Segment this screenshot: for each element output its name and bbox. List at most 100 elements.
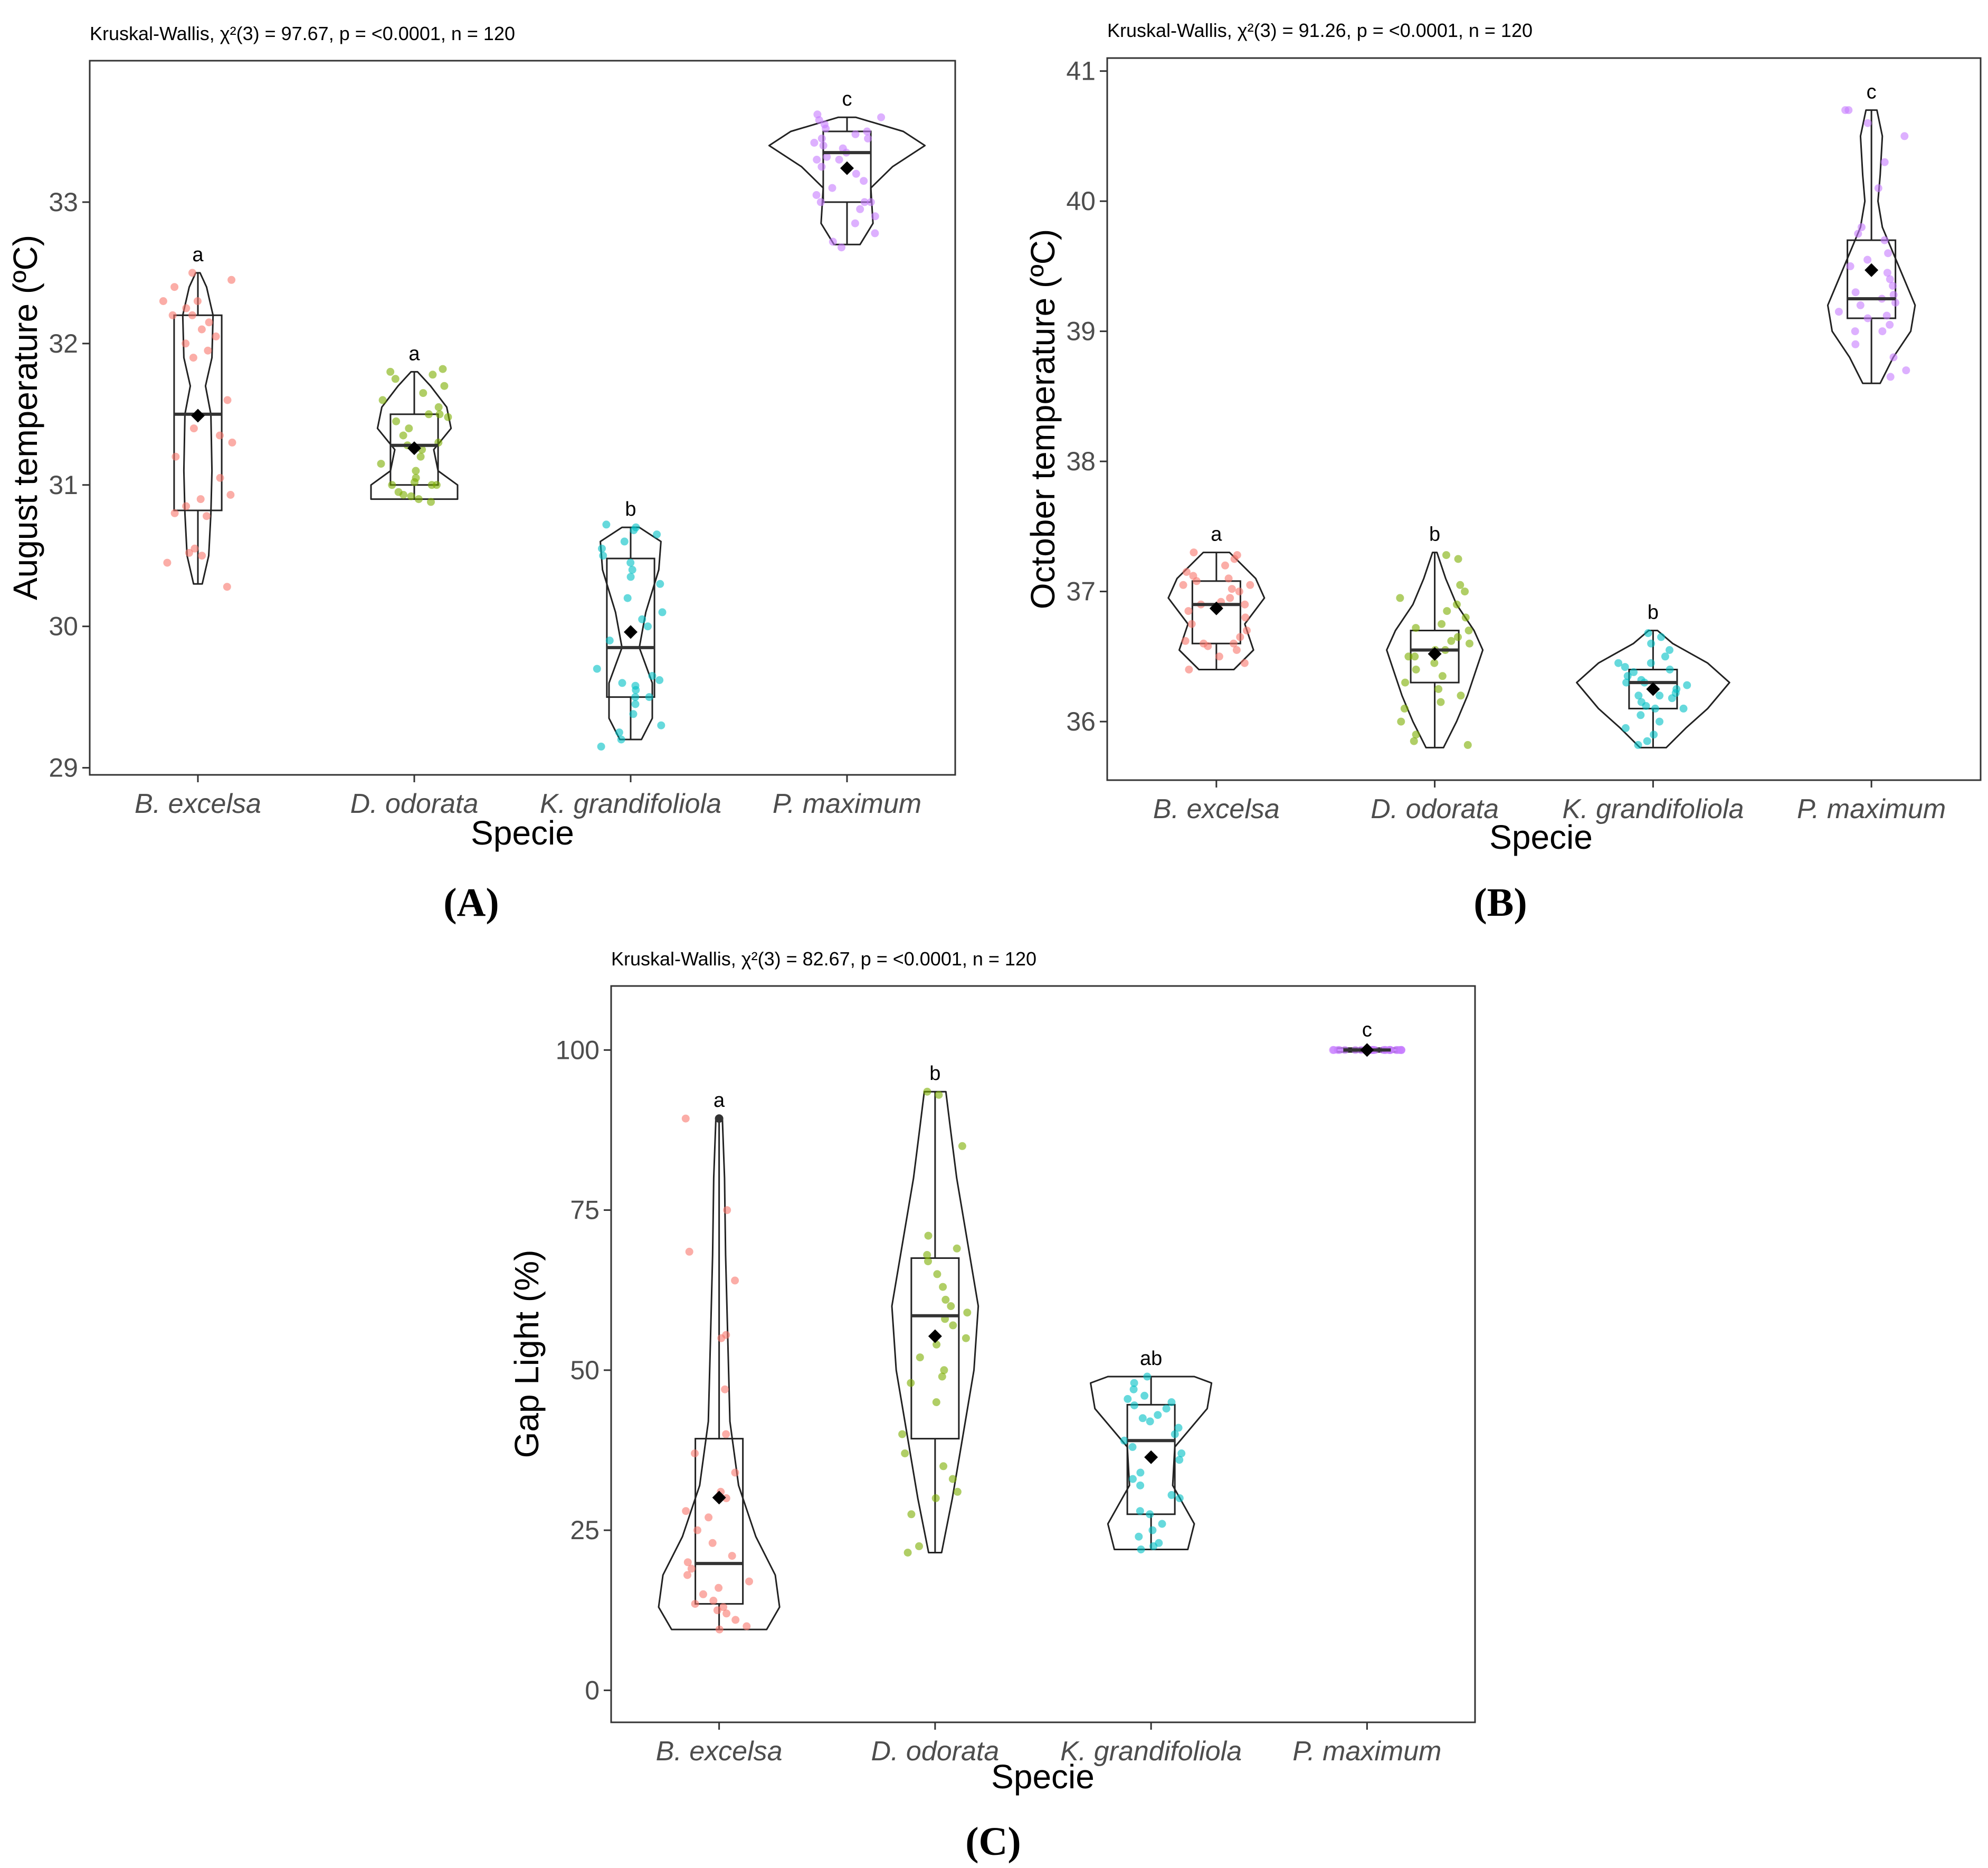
panel-c-letter-d-odorata: b bbox=[929, 1063, 940, 1085]
panel-a-mean-k-grandifoliola bbox=[624, 625, 638, 639]
panel-b-point-k-grandifoliola bbox=[1621, 663, 1629, 671]
panel-b-group-b-excelsa: a bbox=[1167, 524, 1266, 674]
panel-a-point-p-maximum bbox=[838, 243, 845, 252]
panel-c-point-b-excelsa bbox=[685, 1247, 693, 1256]
panel-a-point-k-grandifoliola bbox=[626, 558, 635, 567]
panel-c-group-d-odorata: b bbox=[891, 1063, 979, 1557]
panel-b-point-k-grandifoliola bbox=[1650, 731, 1658, 739]
panel-a-ticks: 29 30 31 32 33 bbox=[49, 187, 90, 783]
panel-c-group-b-excelsa: a bbox=[658, 1089, 781, 1634]
panel-c-point-d-odorata bbox=[923, 1251, 931, 1259]
panel-a-point-b-excelsa bbox=[193, 297, 202, 305]
panel-c-y-tick-label: 50 bbox=[570, 1355, 600, 1385]
panel-a-point-k-grandifoliola bbox=[598, 544, 606, 553]
panel-c-point-d-odorata bbox=[915, 1542, 923, 1550]
panel-a-point-d-odorata bbox=[377, 460, 385, 468]
panel-b-point-d-odorata bbox=[1401, 678, 1410, 687]
panel-b-point-b-excelsa bbox=[1221, 561, 1229, 570]
panel-a-point-b-excelsa bbox=[205, 318, 213, 327]
panel-c-point-k-grandifoliola bbox=[1124, 1395, 1132, 1403]
panel-a-point-k-grandifoliola bbox=[599, 552, 607, 560]
panel-b-point-b-excelsa bbox=[1187, 620, 1196, 628]
panel-c-point-b-excelsa bbox=[731, 1468, 739, 1477]
panel-c-point-b-excelsa bbox=[723, 1206, 731, 1215]
panel-c-group-p-maximum: c bbox=[1329, 1019, 1406, 1057]
panel-a-point-d-odorata bbox=[427, 498, 435, 506]
panel-c-point-p-maximum bbox=[1334, 1046, 1342, 1054]
panel-c-box-b-excelsa bbox=[695, 1438, 744, 1605]
panel-a-point-b-excelsa bbox=[228, 438, 236, 447]
panel-b-letter-k-grandifoliola: b bbox=[1648, 602, 1659, 624]
panel-c-point-d-odorata bbox=[947, 1302, 955, 1310]
panel-c-point-b-excelsa bbox=[691, 1449, 699, 1457]
panel-b-point-d-odorata bbox=[1434, 685, 1443, 693]
panel-a-point-p-maximum bbox=[851, 219, 859, 227]
panel-b-point-d-odorata bbox=[1464, 627, 1473, 634]
panel-a-point-b-excelsa bbox=[204, 346, 212, 355]
panel-a-point-p-maximum bbox=[852, 169, 860, 178]
panel-b-point-p-maximum bbox=[1846, 262, 1854, 270]
panel-c-x-tick-label-k-grandifoliola: K. grandifoliola bbox=[1060, 1736, 1242, 1767]
panel-a-point-k-grandifoliola bbox=[631, 681, 640, 690]
panel-b-point-d-odorata bbox=[1400, 704, 1409, 713]
panel-b-point-b-excelsa bbox=[1190, 548, 1198, 557]
panel-a-x-axis-title: Specie bbox=[471, 814, 574, 852]
panel-c-point-b-excelsa bbox=[722, 1331, 730, 1339]
panel-b-point-b-excelsa bbox=[1184, 607, 1193, 615]
panel-c-point-b-excelsa bbox=[693, 1526, 701, 1534]
panel-c-point-b-excelsa bbox=[715, 1625, 724, 1634]
panel-a-point-b-excelsa bbox=[170, 509, 179, 517]
panel-a-point-b-excelsa bbox=[227, 276, 236, 284]
panel-a-point-p-maximum bbox=[851, 130, 860, 138]
panel-c-point-d-odorata bbox=[953, 1487, 962, 1496]
panel-a-point-d-odorata bbox=[386, 367, 395, 376]
panel-a-point-b-excelsa bbox=[170, 283, 179, 291]
panel-b-point-k-grandifoliola bbox=[1666, 666, 1674, 674]
panel-c-point-k-grandifoliola bbox=[1162, 1405, 1171, 1413]
panel-c-point-k-grandifoliola bbox=[1135, 1532, 1143, 1541]
panel-a-point-b-excelsa bbox=[168, 311, 177, 319]
panel-c-point-b-excelsa bbox=[683, 1571, 691, 1579]
panel-a-point-k-grandifoliola bbox=[620, 537, 629, 546]
panel-a-point-k-grandifoliola bbox=[630, 526, 638, 534]
panel-c-point-k-grandifoliola bbox=[1177, 1449, 1186, 1457]
panel-c-point-d-odorata bbox=[903, 1549, 912, 1557]
panel-c-label: (C) bbox=[965, 1819, 1021, 1864]
panel-a-point-p-maximum bbox=[856, 205, 864, 213]
panel-b-point-d-odorata bbox=[1457, 691, 1465, 700]
panel-b-violin-p-maximum bbox=[1827, 109, 1916, 384]
panel-b-point-b-excelsa bbox=[1182, 568, 1191, 576]
panel-b-violin-d-odorata bbox=[1386, 552, 1484, 748]
panel-a-x-tick-label-d-odorata: D. odorata bbox=[350, 789, 479, 819]
panel-c-point-d-odorata bbox=[963, 1308, 972, 1317]
panel-c-point-b-excelsa bbox=[708, 1539, 717, 1547]
panel-a-point-b-excelsa bbox=[185, 548, 193, 557]
panel-a-label: (A) bbox=[443, 880, 499, 925]
panel-a-point-d-odorata bbox=[388, 481, 396, 489]
panel-c-point-d-odorata bbox=[924, 1257, 932, 1266]
panel-c-x-tick-labels: B. excelsa D. odorata K. grandifoliola P. m… bbox=[656, 1722, 1441, 1767]
panel-b-point-b-excelsa bbox=[1236, 633, 1244, 641]
panel-a-point-p-maximum bbox=[864, 134, 872, 143]
panel-a-point-b-excelsa bbox=[198, 552, 206, 560]
panel-c-y-axis-title: Gap Light (%) bbox=[508, 1250, 546, 1458]
panel-b-y-axis-title: October temperature (ºC) bbox=[1024, 229, 1062, 610]
panel-a-point-d-odorata bbox=[439, 365, 447, 373]
panel-c-point-b-excelsa bbox=[743, 1622, 751, 1630]
panel-a-point-p-maximum bbox=[828, 184, 836, 192]
panel-b-point-k-grandifoliola bbox=[1637, 711, 1645, 719]
panel-a-point-b-excelsa bbox=[196, 495, 205, 504]
panel-a-point-k-grandifoliola bbox=[623, 594, 632, 602]
panel-c-point-d-odorata bbox=[923, 1087, 931, 1096]
panel-a-point-d-odorata bbox=[412, 473, 420, 482]
panel-a-point-p-maximum bbox=[812, 191, 821, 199]
panel-a-point-p-maximum bbox=[863, 127, 871, 136]
panel-a-point-p-maximum bbox=[810, 138, 819, 147]
panel-a-point-k-grandifoliola bbox=[657, 721, 665, 729]
panel-b-point-p-maximum bbox=[1851, 327, 1859, 336]
panel-c-x-axis-title: Specie bbox=[991, 1758, 1095, 1796]
panel-b-point-d-odorata bbox=[1411, 652, 1419, 661]
panel-a-letter-k-grandifoliola: b bbox=[625, 498, 636, 520]
panel-c-point-d-odorata bbox=[901, 1449, 909, 1457]
